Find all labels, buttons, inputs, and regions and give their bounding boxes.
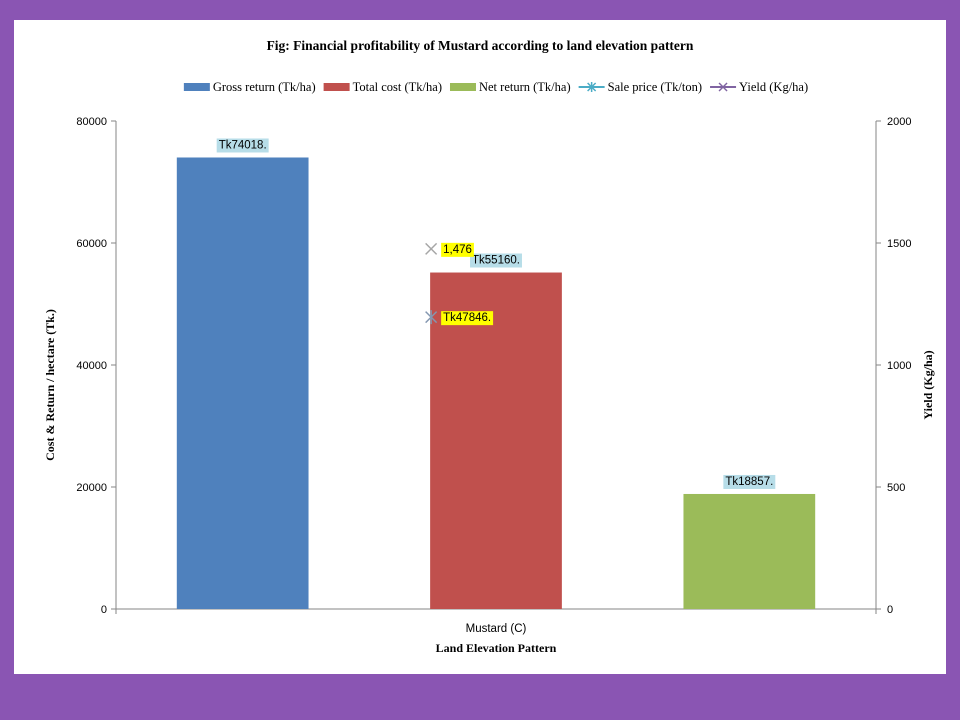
chart-slide: Fig: Financial profitability of Mustard …: [14, 20, 946, 674]
sale-price-marker: [425, 310, 438, 325]
x-axis-title: Land Elevation Pattern: [436, 641, 557, 655]
bar-data-label-bg: [723, 474, 776, 489]
y-tick-label: 0: [101, 604, 107, 616]
x-category-label: Mustard (C): [466, 623, 527, 635]
legend-item: Gross return (Tk/ha): [183, 80, 316, 94]
marker-data-label: Tk47846.: [443, 312, 491, 324]
y2-tick-label: 1000: [887, 360, 911, 372]
legend-swatch: [183, 83, 210, 91]
y2-tick-label: 2000: [887, 116, 911, 128]
y2-tick-label: 500: [887, 482, 905, 494]
y-tick-label: 20000: [76, 482, 107, 494]
legend-item: Net return (Tk/ha): [449, 80, 571, 94]
y2-tick-label: 0: [887, 604, 893, 616]
legend-label: Sale price (Tk/ton): [608, 80, 702, 94]
bar-data-label-bg: [216, 138, 269, 153]
legend-label: Gross return (Tk/ha): [213, 80, 316, 94]
legend-item: Total cost (Tk/ha): [323, 80, 442, 94]
y2-axis-title: Yield (Kg/ha): [921, 350, 935, 419]
chart-legend: Gross return (Tk/ha) Total cost (Tk/ha) Ne…: [183, 80, 808, 94]
bar-data-label-bg: [470, 253, 522, 268]
marker-data-label-bg: [441, 242, 474, 257]
marker-data-label-bg: [441, 311, 494, 326]
chart-title: Fig: Financial profitability of Mustard …: [267, 38, 694, 53]
y-axis-title: Cost & Return / hectare (Tk.): [43, 309, 57, 461]
marker-data-label: 1,476: [443, 244, 472, 256]
y-tick-label: 80000: [76, 116, 107, 128]
legend-label: Total cost (Tk/ha): [353, 80, 442, 94]
chart-plot-area: Tk74018. Tk55160. Tk18857. Tk47846. 1,476: [176, 138, 816, 609]
marker-stroke: [425, 242, 438, 255]
bar-net: [683, 493, 816, 609]
bar-total: [430, 272, 562, 609]
bar-gross: [176, 157, 309, 609]
chart-svg: Fig: Financial profitability of Mustard …: [43, 38, 935, 655]
y2-tick-label: 1500: [887, 238, 911, 250]
legend-marker: [718, 82, 728, 92]
legend-item: Yield (Kg/ha): [710, 80, 808, 94]
legend-item: Sale price (Tk/ton): [578, 80, 702, 94]
y-tick-label: 60000: [76, 238, 107, 250]
legend-swatch: [449, 83, 476, 91]
legend-label: Yield (Kg/ha): [739, 80, 808, 94]
y-tick-label: 40000: [76, 360, 107, 372]
legend-swatch: [323, 83, 350, 91]
bar-data-label: Tk55160.: [472, 255, 520, 267]
bar-data-label: Tk74018.: [219, 139, 267, 151]
yield-marker: [425, 242, 438, 255]
bar-data-label: Tk18857.: [725, 476, 773, 488]
legend-label: Net return (Tk/ha): [479, 80, 571, 94]
